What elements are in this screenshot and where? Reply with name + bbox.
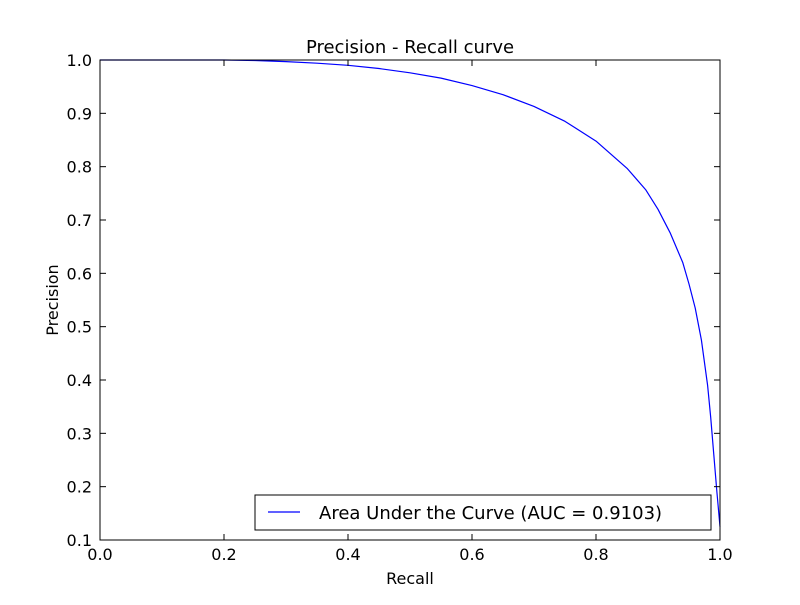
series-layer bbox=[100, 59, 721, 527]
legend-box bbox=[254, 494, 712, 531]
y-tick-label: 0.6 bbox=[67, 264, 92, 283]
y-tick-label: 0.9 bbox=[67, 104, 92, 123]
y-tick-label: 0.8 bbox=[67, 158, 92, 177]
plot-frame bbox=[99, 59, 721, 541]
legend: Area Under the Curve (AUC = 0.9103) bbox=[254, 494, 712, 531]
x-tick-label: 0.4 bbox=[335, 545, 360, 564]
y-tick-label: 1.0 bbox=[67, 51, 92, 70]
legend-label: Area Under the Curve (AUC = 0.9103) bbox=[319, 503, 662, 524]
y-tick-label: 0.4 bbox=[67, 371, 92, 390]
x-tick-label: 0.2 bbox=[211, 545, 236, 564]
y-tick-label: 0.7 bbox=[67, 211, 92, 230]
x-axis-label: Recall bbox=[386, 569, 434, 588]
x-tick-label: 0.8 bbox=[583, 545, 608, 564]
y-tick-label: 0.5 bbox=[67, 318, 92, 337]
y-axis-label: Precision bbox=[43, 264, 62, 335]
x-tick-label: 0.0 bbox=[87, 545, 112, 564]
x-tick-label: 0.6 bbox=[459, 545, 484, 564]
y-tick-label: 0.3 bbox=[67, 424, 92, 443]
chart-title: Precision - Recall curve bbox=[306, 37, 514, 58]
ticks-layer: 0.0 0.2 0.4 0.6 0.8 1.0 0.1 0.2 0.3 0.4 0.5 0.6 0.7 0… bbox=[67, 51, 733, 564]
series-line bbox=[100, 59, 721, 527]
y-tick-label: 0.1 bbox=[67, 531, 92, 550]
x-tick-label: 1.0 bbox=[707, 545, 732, 564]
y-tick-label: 0.2 bbox=[67, 478, 92, 497]
